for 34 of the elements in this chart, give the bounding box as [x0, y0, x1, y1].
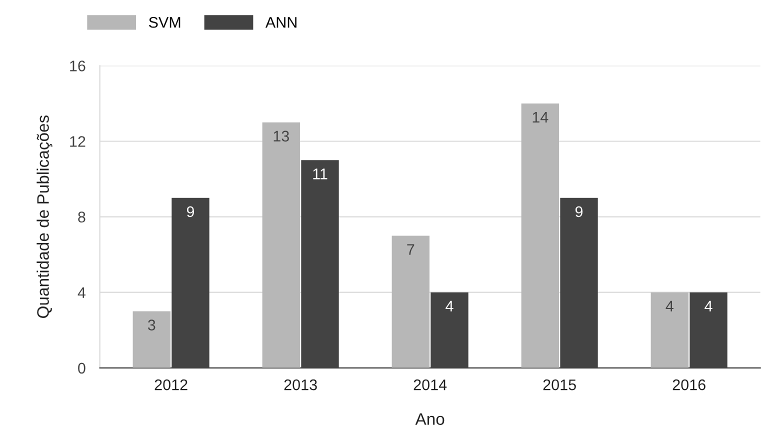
x-tick-label: 2014 [414, 379, 447, 390]
bar [301, 160, 339, 368]
bar [521, 103, 560, 368]
data-label: 4 [666, 300, 674, 312]
y-tick-label: 16 [70, 60, 86, 72]
bar [560, 198, 598, 368]
x-axis-title: Ano [415, 413, 444, 425]
data-label: 11 [313, 168, 328, 180]
data-label: 9 [186, 206, 194, 218]
y-tick-label: 0 [78, 362, 86, 374]
data-label: 3 [148, 320, 156, 330]
x-tick-label: 2015 [543, 379, 576, 390]
bar [650, 292, 689, 368]
x-tick-label: 2012 [154, 379, 188, 390]
bar [690, 292, 728, 368]
bar [262, 122, 300, 368]
bar [172, 198, 210, 368]
data-label: 4 [446, 300, 454, 312]
y-tick-label: 4 [78, 287, 86, 298]
legend-label: ANN [265, 17, 296, 28]
y-tick-label: 12 [70, 136, 86, 147]
y-axis-title: Quantidade de Publicações [36, 115, 52, 318]
bar [392, 236, 430, 368]
data-label: 13 [274, 130, 289, 142]
bar [132, 311, 170, 368]
x-tick-label: 2016 [672, 379, 706, 390]
data-label: 9 [575, 206, 583, 218]
x-tick-label: 2013 [284, 379, 317, 390]
data-label: 7 [407, 244, 414, 255]
data-label: 14 [532, 112, 548, 123]
data-label: 4 [704, 300, 712, 312]
bar [430, 292, 468, 368]
legend-label: SVM [148, 16, 180, 28]
y-tick-label: 8 [78, 212, 86, 222]
